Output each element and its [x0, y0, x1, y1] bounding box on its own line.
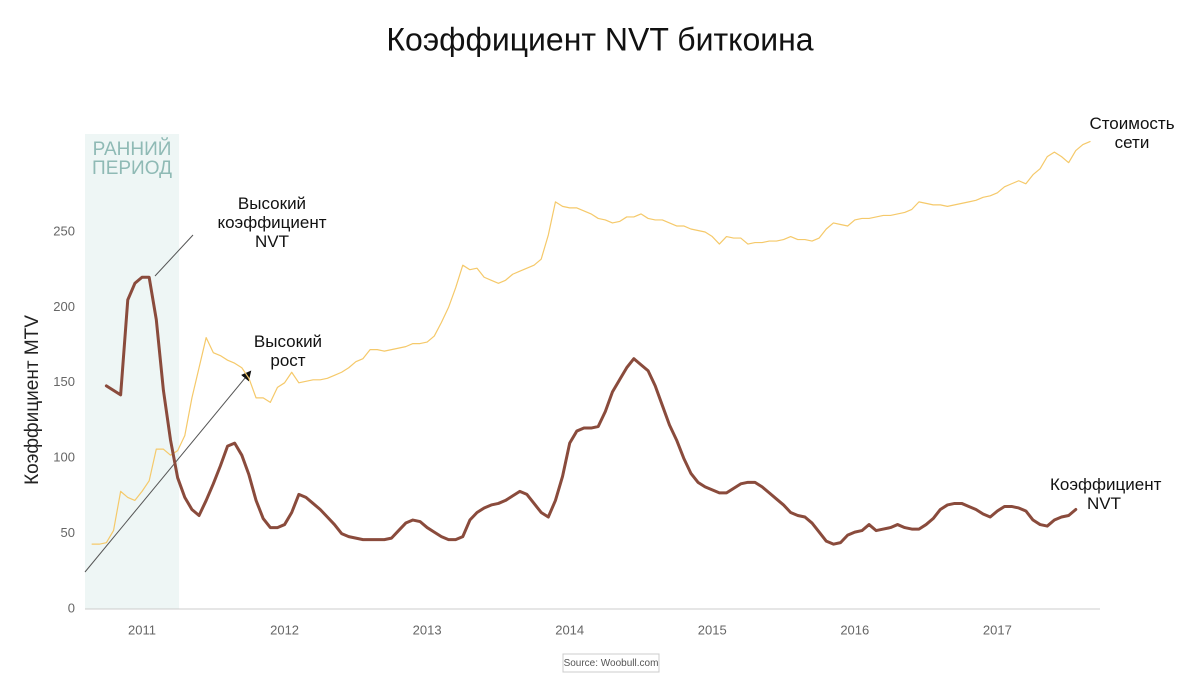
annotation: Высокий коэффициент NVT: [217, 194, 327, 251]
shade-layer: [85, 134, 180, 609]
series-label: Стоимость сети: [1089, 114, 1175, 152]
series-line: [91, 140, 1091, 545]
y-tick-label: 100: [53, 450, 75, 465]
x-tick-label: 2014: [555, 622, 584, 637]
source-text: Source: Woobull.com: [564, 658, 659, 669]
y-tick-label: 50: [61, 525, 75, 540]
annotation-pointer: [154, 234, 194, 277]
series-label: Коэффициент NVT: [1050, 475, 1162, 513]
x-tick-label: 2016: [840, 622, 869, 637]
source-box: [562, 653, 660, 673]
shaded-region-label: РАННИЙ ПЕРИОД: [92, 139, 172, 179]
x-tick-label: 2012: [270, 622, 299, 637]
series-line: [104, 275, 1078, 546]
annotation: Высокий рост: [253, 332, 323, 370]
shaded-region: [85, 134, 180, 609]
chart-title: Коэффициент NVT биткоина: [386, 21, 813, 57]
x-tick-label: 2017: [983, 622, 1012, 637]
y-axis-label: Коэффициент MTV: [22, 315, 43, 485]
x-tick-label: 2015: [698, 622, 727, 637]
y-tick-label: 200: [53, 299, 75, 314]
y-tick-label: 150: [53, 374, 75, 389]
y-tick-label: 0: [68, 600, 75, 615]
x-tick-label: 2013: [413, 622, 442, 637]
y-tick-label: 250: [53, 223, 75, 238]
annotation-arrow: [84, 370, 252, 573]
x-tick-label: 2011: [128, 622, 156, 637]
